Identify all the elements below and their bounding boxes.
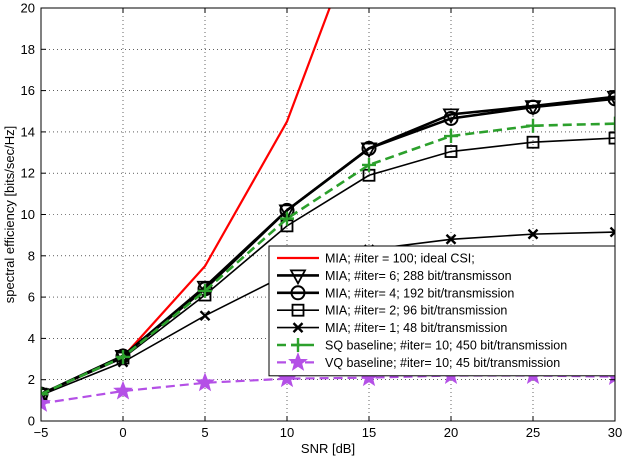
x-axis-label: SNR [dB] xyxy=(301,441,355,456)
series-line xyxy=(41,122,615,396)
data-point xyxy=(41,388,50,405)
legend-label: MIA; #iter= 1; 48 bit/transmission xyxy=(325,321,507,335)
x-tick-label: 10 xyxy=(280,425,294,440)
data-point xyxy=(526,135,540,149)
legend-marker xyxy=(290,285,306,301)
data-point xyxy=(113,380,133,400)
data-point xyxy=(527,228,539,240)
legend-box xyxy=(268,245,616,377)
data-point xyxy=(445,233,457,245)
legend-label: VQ baseline; #iter= 10; 45 bit/transmiss… xyxy=(325,356,560,370)
series-6 xyxy=(41,116,615,402)
data-point xyxy=(280,211,294,226)
y-tick-label: 10 xyxy=(21,207,35,222)
legend-item: SQ baseline; #iter= 10; 450 bit/transmis… xyxy=(277,338,567,353)
data-point xyxy=(278,204,296,221)
x-tick-label: 20 xyxy=(444,425,458,440)
x-tick-label: 15 xyxy=(362,425,376,440)
data-point xyxy=(525,99,541,115)
data-point xyxy=(444,129,458,144)
legend-label: SQ baseline; #iter= 10; 450 bit/transmis… xyxy=(325,339,567,353)
data-point xyxy=(608,131,615,145)
y-tick-label: 16 xyxy=(21,83,35,98)
y-tick-label: 2 xyxy=(28,372,35,387)
data-point xyxy=(608,116,615,131)
series-line xyxy=(41,97,615,396)
y-tick-label: 18 xyxy=(21,42,35,57)
x-tick-label: 30 xyxy=(608,425,622,440)
y-tick-label: 8 xyxy=(28,248,35,263)
data-point xyxy=(526,118,540,133)
y-axis-label: spectral efficiency [bits/sec/Hz] xyxy=(2,126,17,304)
legend-label: MIA; #iter = 100; ideal CSI; xyxy=(325,252,475,266)
data-point xyxy=(362,157,376,172)
legend-item: MIA; #iter= 4; 192 bit/transmission xyxy=(277,285,514,301)
legend-item: MIA; #iter= 1; 48 bit/transmission xyxy=(277,321,507,335)
legend-item: MIA; #iter = 100; ideal CSI; xyxy=(277,252,475,266)
y-tick-label: 12 xyxy=(21,166,35,181)
legend: MIA; #iter = 100; ideal CSI; MIA; #iter= … xyxy=(268,245,616,377)
data-point xyxy=(198,283,212,298)
x-tick-label: 5 xyxy=(201,425,208,440)
data-point xyxy=(361,140,377,156)
x-tick-label: −5 xyxy=(34,425,49,440)
x-tick-label: 0 xyxy=(119,425,126,440)
legend-item: MIA; #iter= 6; 288 bit/transmisson xyxy=(277,269,512,286)
data-point xyxy=(195,372,215,392)
legend-marker xyxy=(291,303,305,317)
legend-label: MIA; #iter= 4; 192 bit/transmission xyxy=(325,286,514,300)
data-point xyxy=(607,91,615,107)
legend-item: VQ baseline; #iter= 10; 45 bit/transmiss… xyxy=(277,351,560,371)
data-point xyxy=(41,393,51,412)
y-tick-label: 4 xyxy=(28,331,35,346)
data-point xyxy=(443,110,459,126)
y-tick-label: 20 xyxy=(21,1,35,16)
y-tick-label: 14 xyxy=(21,124,35,139)
legend-marker xyxy=(292,322,304,333)
x-tick-label: 25 xyxy=(526,425,540,440)
legend-marker xyxy=(288,351,308,371)
data-point xyxy=(444,145,458,158)
data-point xyxy=(41,387,48,402)
legend-marker xyxy=(289,269,307,286)
data-point xyxy=(199,310,211,322)
legend-label: MIA; #iter= 2; 96 bit/transmission xyxy=(325,304,507,318)
y-tick-label: 6 xyxy=(28,290,35,305)
data-point xyxy=(609,226,615,238)
legend-marker xyxy=(291,338,305,352)
legend-item: MIA; #iter= 2; 96 bit/transmission xyxy=(277,304,507,318)
legend-label: MIA; #iter= 6; 288 bit/transmisson xyxy=(325,269,512,283)
data-point xyxy=(442,108,460,125)
y-tick-label: 0 xyxy=(28,414,35,429)
data-point xyxy=(116,349,130,364)
